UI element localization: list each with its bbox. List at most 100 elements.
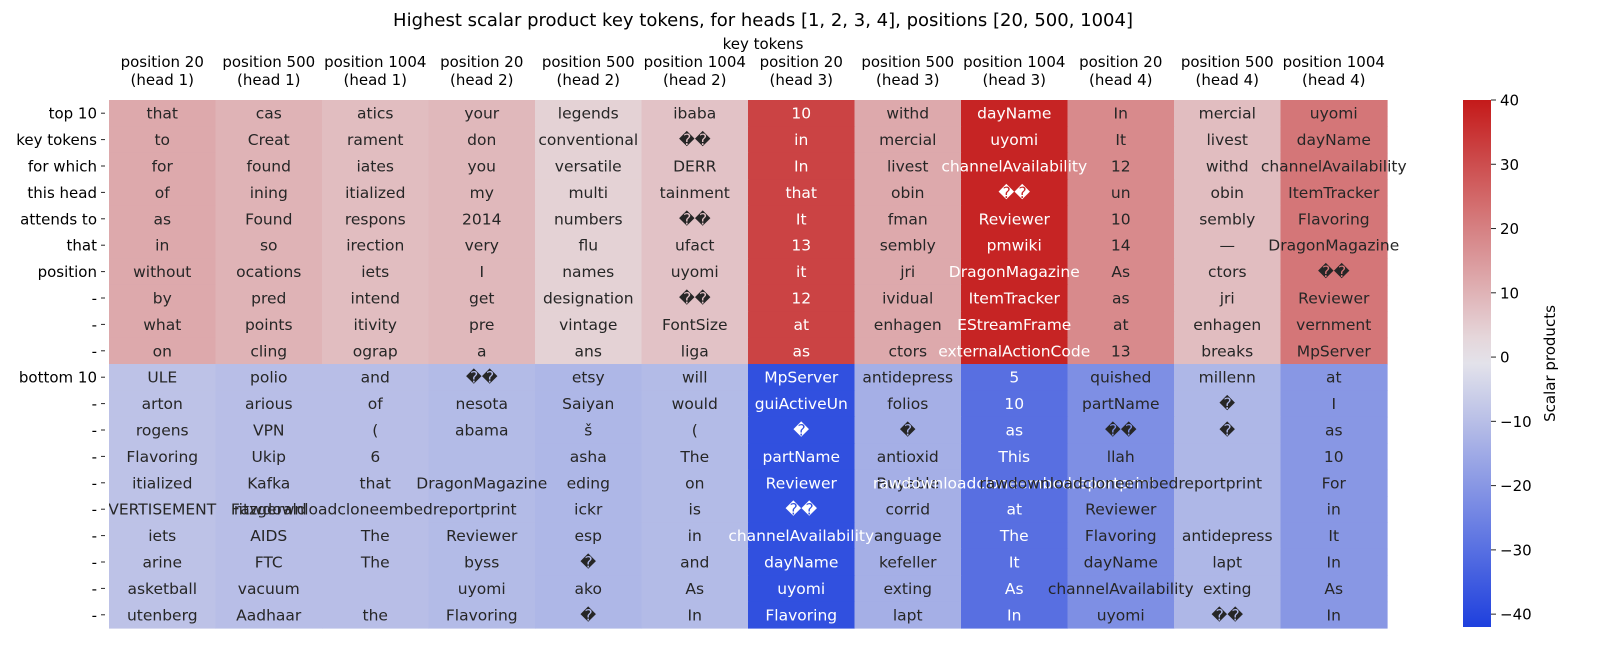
cell-token: dayName <box>1297 131 1371 149</box>
cell-token: I <box>1331 395 1336 413</box>
column-label: position 500 <box>222 53 315 71</box>
cell-token: corrid <box>885 501 930 519</box>
column-label: (head 1) <box>131 71 194 89</box>
cell-token: livest <box>887 158 928 176</box>
cell-token: my <box>470 184 494 202</box>
cell-token: FTC <box>255 554 283 572</box>
row-label: top 10 <box>49 105 97 123</box>
cell-token: VERTISEMENT <box>108 501 216 519</box>
cell-token: atics <box>357 105 393 123</box>
cell-token: ULE <box>147 369 177 387</box>
row-label: this head <box>27 184 97 202</box>
row-label: attends to <box>20 210 97 228</box>
cell-token: In <box>1327 554 1341 572</box>
cell-token: ctors <box>1208 263 1247 281</box>
cell-token: antidepress <box>862 369 953 387</box>
cell-token: tainment <box>660 184 730 202</box>
row-label: - <box>92 448 97 466</box>
cell-token: on <box>685 474 704 492</box>
column-label: (head 4) <box>1302 71 1365 89</box>
cell-token: ako <box>575 580 602 598</box>
column-label: (head 3) <box>876 71 939 89</box>
cell-token: as <box>1112 290 1130 308</box>
cell-token: It <box>1009 554 1020 572</box>
cell-token: � <box>793 421 809 440</box>
cell-token: vernment <box>1296 316 1371 334</box>
cell-token: on <box>153 342 172 360</box>
cell-token: sembly <box>1199 210 1255 228</box>
cell-token: jri <box>1219 290 1235 308</box>
cell-token: intend <box>351 290 400 308</box>
cell-token: ograp <box>353 342 398 360</box>
cell-token: ividual <box>882 290 933 308</box>
column-label: position 1004 <box>1283 53 1385 71</box>
heatmap-cell <box>1174 496 1281 523</box>
x-axis-label: key tokens <box>723 35 804 53</box>
cell-token: iets <box>361 263 389 281</box>
cell-token: Flavoring <box>1298 210 1370 228</box>
cell-token: rament <box>347 131 403 149</box>
cell-token: designation <box>543 290 634 308</box>
row-label: position <box>38 263 97 281</box>
cell-token: uyomi <box>671 263 719 281</box>
cell-token: uyomi <box>1310 105 1358 123</box>
heatmap-cell <box>322 575 429 602</box>
cell-token: at <box>1326 369 1342 387</box>
cell-token: liga <box>681 342 709 360</box>
column-label: (head 1) <box>344 71 407 89</box>
cell-token: rawdownloadcloneembedreportprint <box>979 474 1262 492</box>
cell-token: at <box>1113 316 1129 334</box>
column-label: position 500 <box>1181 53 1274 71</box>
row-label: - <box>92 422 97 440</box>
cell-token: ining <box>250 184 288 202</box>
row-label: - <box>92 554 97 572</box>
cell-token: versatile <box>555 158 622 176</box>
cell-token: ( <box>692 422 698 440</box>
cell-token: DragonMagazine <box>1268 237 1399 255</box>
cell-token: EStreamFrame <box>957 316 1071 334</box>
row-tick-labels: top 10key tokensfor whichthis headattend… <box>16 105 105 625</box>
cell-token: breaks <box>1201 342 1253 360</box>
cell-token: kefeller <box>879 554 937 572</box>
cell-token: ibaba <box>673 105 716 123</box>
cell-token: enhagen <box>874 316 942 334</box>
column-label: position 500 <box>542 53 635 71</box>
cell-token: ItemTracker <box>1288 184 1380 202</box>
cell-token: respons <box>345 210 406 228</box>
cell-token: obin <box>1211 184 1244 202</box>
cell-token: � <box>1219 421 1235 440</box>
heatmap-cell <box>1174 443 1281 470</box>
row-label: - <box>92 527 97 545</box>
column-label: position 20 <box>760 53 843 71</box>
cell-token: iets <box>148 527 176 545</box>
cell-token: ItemTracker <box>969 290 1061 308</box>
cell-token: as <box>1325 422 1343 440</box>
cell-token: is <box>689 501 701 519</box>
cell-token: legends <box>558 105 619 123</box>
colorbar-tick-label: −40 <box>1500 606 1532 624</box>
column-label: position 1004 <box>324 53 426 71</box>
cell-token: As <box>1111 263 1130 281</box>
cell-token: DragonMagazine <box>416 474 547 492</box>
cell-token: jri <box>899 263 915 281</box>
cell-token: to <box>154 131 170 149</box>
cell-token: abama <box>455 422 508 440</box>
cell-token: very <box>465 237 499 255</box>
cell-token: uyomi <box>990 131 1038 149</box>
cell-token: � <box>580 553 596 572</box>
cell-token: cling <box>250 342 287 360</box>
cell-token: Flavoring <box>765 606 837 624</box>
cell-token: at <box>793 316 809 334</box>
cell-token: As <box>1324 580 1343 598</box>
cell-token: dayName <box>1084 554 1158 572</box>
cell-token: millenn <box>1199 369 1256 387</box>
cell-token: in <box>794 131 808 149</box>
cell-token: enhagen <box>1193 316 1261 334</box>
cell-token: sembly <box>880 237 936 255</box>
cell-token: numbers <box>554 210 623 228</box>
cell-token: would <box>672 395 718 413</box>
cell-token: ocations <box>236 263 301 281</box>
cell-token: polio <box>250 369 287 387</box>
cell-token: 13 <box>1111 342 1131 360</box>
